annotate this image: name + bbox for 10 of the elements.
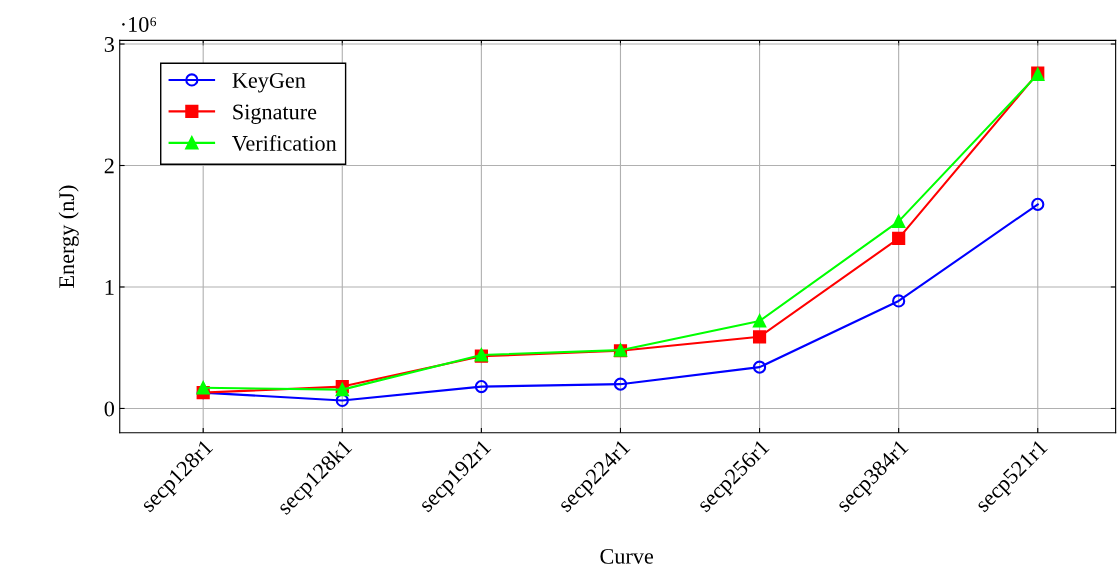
y-tick-label: 1	[105, 280, 114, 295]
y-tick-label: 3	[104, 37, 114, 52]
legend-label: Signature	[233, 104, 317, 124]
y-axis-title: Energy (nJ)	[58, 185, 79, 288]
y-tick-label: 0	[104, 401, 115, 417]
x-axis-title: Curve	[600, 548, 654, 564]
legend-label: KeyGen	[232, 73, 306, 93]
text: ·10⁶	[122, 16, 157, 32]
y-tick-label: 2	[104, 158, 114, 174]
legend-label: Verification	[232, 134, 337, 151]
